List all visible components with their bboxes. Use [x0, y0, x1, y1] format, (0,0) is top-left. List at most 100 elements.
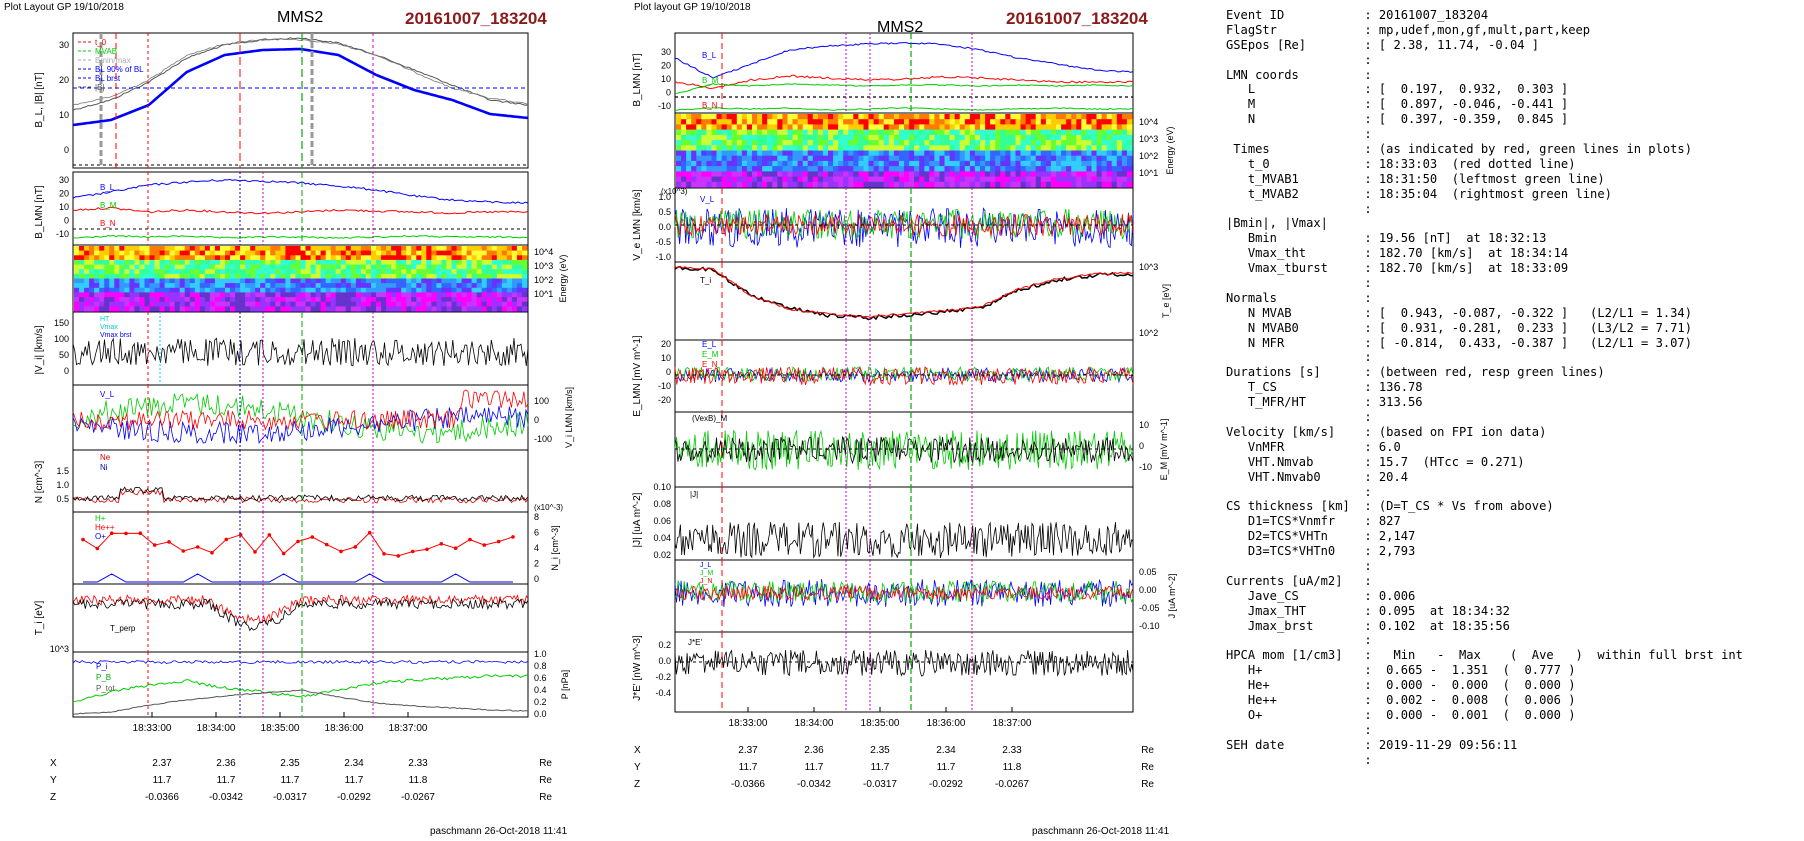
- spectrogram-cell: [1030, 145, 1037, 152]
- info-row: t_MVAB2 : 18:35:04 (rightmost green line…: [1226, 187, 1800, 202]
- spectrogram-cell: [1050, 160, 1057, 167]
- spectrogram-cell: [325, 292, 332, 298]
- spectrogram-cell: [893, 129, 900, 136]
- spectrogram-cell: [235, 301, 241, 307]
- spectrogram-cell: [1025, 114, 1032, 120]
- spectrogram-cell: [929, 155, 935, 162]
- spectrogram-cell: [716, 145, 723, 152]
- spectrogram-cell: [446, 269, 453, 275]
- spectrogram-cell: [848, 176, 854, 183]
- spectrogram-cell: [184, 292, 191, 298]
- spectrogram-cell: [220, 287, 226, 293]
- spectrogram-cell: [681, 171, 687, 178]
- legend-label: t_0: [95, 38, 107, 47]
- spectrogram-cell: [436, 292, 442, 298]
- spectrogram-cell: [436, 259, 442, 266]
- spectrogram-cell: [421, 278, 427, 284]
- spectrogram-cell: [320, 278, 327, 284]
- spectrogram-cell: [721, 129, 728, 136]
- spectrogram-cell: [853, 150, 859, 157]
- info-row: FlagStr : mp,udef,mon,gf,mult,part,keep: [1226, 23, 1800, 38]
- spectrogram-cell: [1030, 134, 1037, 141]
- spectrogram-cell: [290, 278, 296, 284]
- info-value: :: [1364, 350, 1372, 365]
- tick-label: 100: [534, 396, 549, 406]
- spectrogram-cell: [838, 119, 844, 125]
- spectrogram-cell: [320, 269, 327, 275]
- legend-label: Ni: [100, 463, 108, 472]
- spectrogram-cell: [934, 176, 941, 183]
- spectrogram-cell: [1091, 150, 1098, 157]
- coord-units: Re: [1141, 762, 1154, 773]
- Oplus-line: [83, 573, 513, 583]
- legend-label: Vmax brst: [100, 332, 132, 339]
- spectrogram-cell: [1025, 181, 1032, 188]
- spectrogram-cell: [491, 287, 498, 293]
- spectrogram-cell: [812, 129, 819, 136]
- spectrogram-cell: [858, 119, 865, 125]
- spectrogram-cell: [909, 160, 915, 167]
- spectrogram-cell: [230, 287, 236, 293]
- spectrogram-cell: [995, 166, 1001, 172]
- spectrogram-cell: [184, 287, 191, 293]
- spectrogram-cell: [325, 246, 332, 252]
- spacecraft-label-mid: MMS2: [877, 19, 924, 36]
- spectrogram-cell: [838, 124, 844, 131]
- spectrogram-cell: [686, 114, 692, 120]
- spectrogram-cell: [833, 160, 839, 167]
- spectrogram-cell: [280, 255, 286, 261]
- info-value: : 182.70 [km/s] at 18:34:14: [1364, 246, 1569, 261]
- spectrogram-cell: [1020, 129, 1027, 136]
- spectrogram-cell: [1015, 124, 1022, 131]
- spectrogram-cell: [114, 287, 120, 293]
- spectrogram-cell: [456, 283, 463, 289]
- spectrogram-cell: [184, 264, 191, 270]
- spectrogram-cell: [124, 297, 130, 303]
- spectrogram-cell: [777, 124, 783, 131]
- spectrogram-cell: [782, 181, 789, 188]
- spectrogram-cell: [184, 255, 191, 261]
- spectrogram-cell: [320, 283, 327, 289]
- spectrogram-cell: [305, 255, 312, 261]
- spectrogram-cell: [995, 160, 1001, 167]
- spectrogram-cell: [421, 269, 427, 275]
- spectrogram-cell: [731, 160, 738, 167]
- coord-row-label: X: [634, 745, 641, 756]
- spectrogram-cell: [250, 259, 256, 266]
- spectrogram-cell: [726, 150, 733, 157]
- spectrogram-cell: [736, 171, 743, 178]
- spectrogram-cell: [1020, 171, 1027, 178]
- legend-label: J_N: [700, 578, 712, 585]
- spectrogram-cell: [985, 145, 991, 152]
- info-row: :: [1226, 559, 1800, 574]
- spectrogram-cell: [461, 306, 468, 312]
- spectrogram-cell: [1076, 119, 1082, 125]
- spectrogram-cell: [1116, 176, 1123, 183]
- info-key: SEH date: [1226, 737, 1365, 752]
- spectrogram-cell: [84, 306, 90, 312]
- spectrogram-cell: [797, 150, 804, 157]
- spectrogram-cell: [179, 259, 186, 266]
- spectrogram-cell: [119, 264, 125, 270]
- spectrogram-cell: [752, 176, 758, 183]
- spectrogram-cell: [320, 292, 327, 298]
- spectrogram-cell: [280, 297, 286, 303]
- spectrogram-cell: [812, 160, 819, 167]
- spectrogram-cell: [456, 306, 463, 312]
- spectrogram-cell: [954, 166, 961, 172]
- spectrogram-cell: [711, 150, 718, 157]
- spectrogram-cell: [119, 287, 125, 293]
- spectrogram-cell: [736, 160, 743, 167]
- spectrogram-cell: [396, 255, 402, 261]
- info-key: Times: [1226, 142, 1365, 157]
- info-row: Currents [uA/m2] :: [1226, 574, 1800, 589]
- spectrogram-cell: [681, 150, 687, 157]
- spectrogram-cell: [858, 166, 865, 172]
- spectrogram-cell: [746, 145, 753, 152]
- spectrogram-cell: [169, 269, 176, 275]
- spectrogram-cell: [260, 255, 266, 261]
- spectrogram-cell: [139, 301, 145, 307]
- spectrogram-cell: [878, 155, 885, 162]
- spectrogram-cell: [898, 166, 905, 172]
- spectrogram-cell: [767, 160, 773, 167]
